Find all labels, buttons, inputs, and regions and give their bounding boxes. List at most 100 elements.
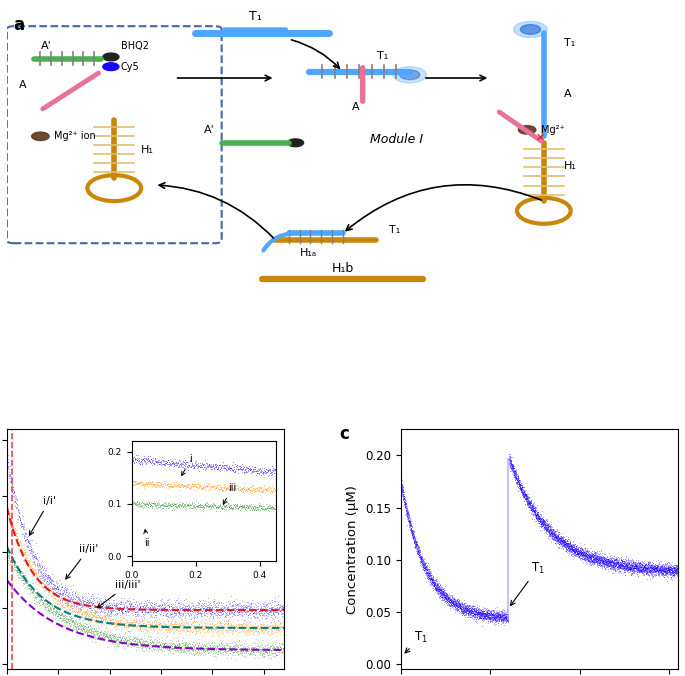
Point	[416, 555, 427, 566]
Point	[237, 604, 248, 614]
Point	[493, 610, 503, 621]
Point	[452, 604, 463, 614]
Point	[441, 588, 452, 599]
Point	[3, 511, 14, 522]
Point	[11, 527, 22, 538]
Point	[177, 608, 188, 619]
Point	[278, 600, 289, 610]
Point	[264, 605, 275, 616]
Point	[100, 602, 111, 612]
Point	[538, 514, 549, 525]
Point	[79, 600, 90, 610]
Point	[132, 621, 142, 632]
Point	[240, 619, 251, 630]
Point	[434, 583, 445, 594]
Point	[182, 600, 192, 611]
Point	[612, 556, 623, 567]
Point	[438, 589, 449, 600]
Point	[562, 543, 573, 554]
Point	[396, 478, 407, 489]
Point	[671, 567, 682, 578]
Point	[630, 562, 640, 573]
Point	[86, 607, 97, 618]
Point	[589, 547, 600, 558]
Point	[598, 559, 609, 570]
Point	[495, 608, 506, 619]
Point	[455, 602, 466, 612]
Point	[172, 628, 183, 639]
Point	[528, 505, 539, 516]
Point	[153, 601, 164, 612]
Point	[167, 623, 178, 634]
Point	[120, 614, 131, 625]
Point	[114, 611, 125, 622]
Point	[25, 544, 36, 554]
Point	[61, 596, 72, 606]
Point	[397, 489, 408, 500]
Point	[483, 614, 494, 625]
Point	[221, 622, 232, 633]
Point	[252, 612, 263, 623]
Point	[514, 480, 525, 491]
Point	[647, 567, 658, 578]
Point	[273, 637, 284, 648]
Point	[584, 551, 595, 562]
Point	[636, 558, 647, 569]
Point	[530, 506, 541, 516]
Point	[410, 541, 421, 552]
Point	[640, 568, 651, 579]
Point	[255, 605, 266, 616]
Point	[637, 562, 648, 573]
Point	[568, 546, 579, 556]
Point	[234, 643, 245, 654]
Point	[572, 544, 583, 554]
Point	[401, 510, 412, 521]
Point	[606, 556, 617, 566]
Point	[455, 598, 466, 609]
Point	[178, 639, 189, 650]
Point	[77, 608, 88, 619]
Point	[143, 616, 154, 627]
Point	[657, 566, 668, 577]
Point	[484, 611, 495, 622]
Point	[665, 568, 676, 579]
Point	[500, 610, 511, 621]
Point	[413, 544, 424, 555]
Point	[672, 561, 683, 572]
Point	[506, 459, 516, 470]
Point	[468, 603, 479, 614]
Point	[251, 622, 262, 633]
Point	[619, 566, 630, 577]
Point	[434, 592, 445, 603]
Point	[454, 600, 465, 611]
Point	[545, 527, 556, 538]
Point	[590, 548, 601, 559]
Point	[481, 610, 492, 621]
Point	[209, 648, 220, 658]
Point	[188, 648, 199, 658]
Point	[246, 602, 257, 612]
Point	[462, 606, 473, 617]
Point	[145, 623, 155, 633]
Point	[457, 604, 468, 615]
Point	[113, 635, 124, 646]
Point	[253, 625, 264, 636]
Point	[669, 564, 680, 575]
Point	[184, 598, 195, 609]
Point	[634, 560, 645, 571]
Point	[102, 610, 113, 621]
Point	[546, 527, 557, 538]
Point	[113, 639, 124, 650]
Point	[186, 641, 197, 652]
Point	[494, 610, 505, 621]
Point	[482, 609, 493, 620]
Point	[400, 491, 411, 502]
Point	[671, 567, 682, 578]
Point	[500, 611, 511, 622]
Point	[525, 499, 536, 510]
Point	[136, 633, 147, 644]
Point	[207, 606, 218, 617]
Point	[588, 554, 599, 565]
Point	[531, 511, 542, 522]
Point	[90, 625, 101, 635]
